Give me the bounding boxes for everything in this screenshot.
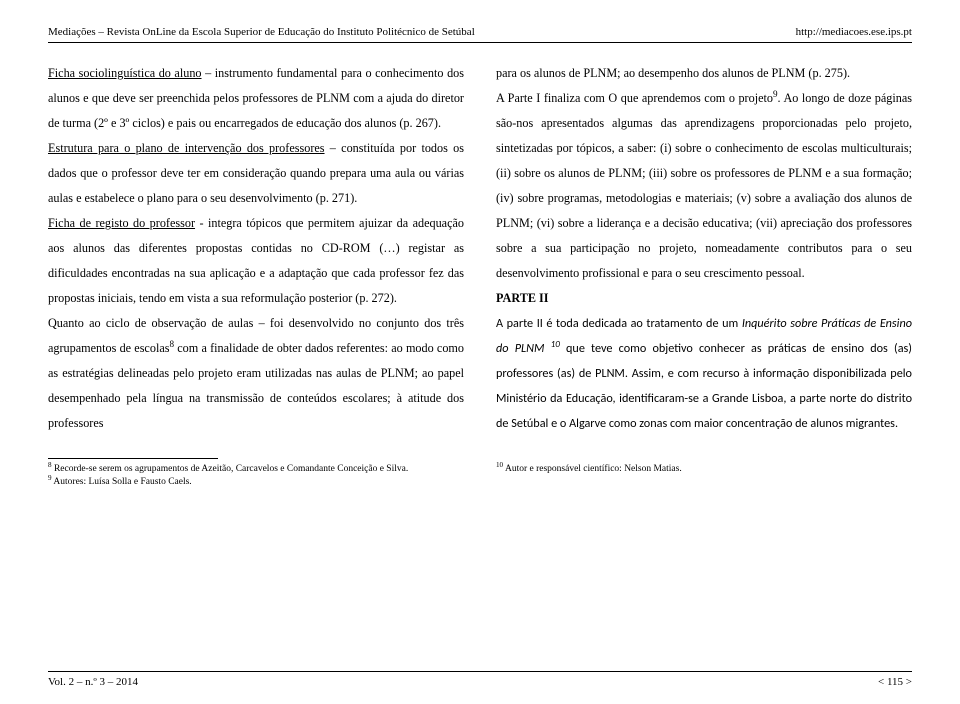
r-p2: A Parte I finaliza com O que aprendemos … (496, 91, 912, 280)
p4: Quanto ao ciclo de observação de aulas –… (48, 316, 464, 430)
r-sans-paragraph: A parte II é toda dedicada ao tratamento… (496, 316, 912, 431)
two-column-body: Ficha sociolinguística do aluno – instru… (48, 61, 912, 436)
p1-underline: Ficha sociolinguística do aluno (48, 66, 202, 80)
r-p2-b: . Ao longo de doze páginas são-nos apres… (496, 91, 912, 280)
r-sans-footnote-10-marker: 10 (551, 339, 560, 350)
parte-ii-heading: PARTE II (496, 291, 549, 305)
r-sans-a: A parte II é toda dedicada ao tratamento… (496, 316, 742, 331)
p3: Ficha de registo do professor - integra … (48, 216, 464, 305)
footnote-10: 10 Autor e responsável científico: Nelso… (496, 463, 912, 476)
footer-rule (48, 671, 912, 672)
right-column: para os alunos de PLNM; ao desempenho do… (496, 61, 912, 436)
header-rule (48, 42, 912, 43)
footnote-10-text: Autor e responsável científico: Nelson M… (503, 464, 682, 474)
p1: Ficha sociolinguística do aluno – instru… (48, 66, 464, 130)
issue-info: Vol. 2 – n.º 3 – 2014 (48, 676, 138, 688)
footnote-8: 8 Recorde-se serem os agrupamentos de Az… (48, 463, 464, 476)
r-p1: para os alunos de PLNM; ao desempenho do… (496, 66, 850, 80)
running-header: Mediações – Revista OnLine da Escola Sup… (48, 26, 912, 38)
footer-row: Vol. 2 – n.º 3 – 2014 < 115 > (48, 676, 912, 688)
footnotes-left: 8 Recorde-se serem os agrupamentos de Az… (48, 463, 464, 489)
footnotes-row: 8 Recorde-se serem os agrupamentos de Az… (48, 463, 912, 489)
footnotes-block: 8 Recorde-se serem os agrupamentos de Az… (48, 458, 912, 489)
journal-url: http://mediacoes.ese.ips.pt (796, 26, 912, 38)
page-footer: Vol. 2 – n.º 3 – 2014 < 115 > (48, 671, 912, 688)
p2: Estrutura para o plano de intervenção do… (48, 141, 464, 205)
p2-underline: Estrutura para o plano de intervenção do… (48, 141, 325, 155)
left-column: Ficha sociolinguística do aluno – instru… (48, 61, 464, 436)
p3-underline: Ficha de registo do professor (48, 216, 195, 230)
r-sans-b: que teve como objetivo conhecer as práti… (496, 341, 912, 431)
footnote-9-text: Autores: Luísa Solla e Fausto Caels. (52, 477, 192, 487)
footnote-8-text: Recorde-se serem os agrupamentos de Azei… (52, 464, 409, 474)
footnote-9: 9 Autores: Luísa Solla e Fausto Caels. (48, 476, 464, 489)
footnotes-right: 10 Autor e responsável científico: Nelso… (496, 463, 912, 489)
r-p2-a: A Parte I finaliza com O que aprendemos … (496, 91, 773, 105)
page-root: Mediações – Revista OnLine da Escola Sup… (0, 0, 960, 704)
footnotes-rule (48, 458, 218, 459)
journal-title: Mediações – Revista OnLine da Escola Sup… (48, 26, 475, 38)
page-number: < 115 > (878, 676, 912, 688)
